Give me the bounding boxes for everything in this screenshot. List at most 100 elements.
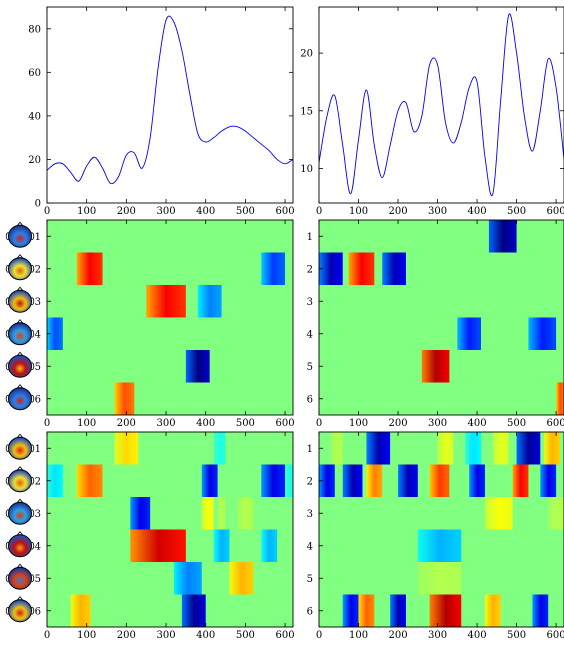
x-tick-label: 300 xyxy=(156,630,175,641)
series-line xyxy=(319,13,564,197)
x-tick-label: 600 xyxy=(547,206,564,217)
heatmap-cell xyxy=(76,464,103,497)
y-tick-label: 4 xyxy=(35,329,41,340)
x-tick-label: 500 xyxy=(507,630,526,641)
heatmap-cell xyxy=(437,432,454,465)
y-tick-label: 80 xyxy=(28,24,41,35)
y-tick-label: 5 xyxy=(307,574,313,585)
x-tick-label: 300 xyxy=(428,418,447,429)
x-tick-label: 500 xyxy=(236,630,255,641)
scalp-map-8-icon xyxy=(5,466,35,493)
panel-bottom-right: 1 2 3 4 5 6 0 100 200 300 400 500 600 xyxy=(307,431,564,641)
x-tick-label: 0 xyxy=(44,630,50,641)
heatmap-cell xyxy=(417,562,462,595)
x-tick-label: 600 xyxy=(276,418,295,429)
axes-frame xyxy=(46,219,294,416)
heatmap-cell xyxy=(70,594,91,627)
heatmap-cell xyxy=(484,497,513,530)
heatmap-cell xyxy=(465,432,482,465)
axes-frame xyxy=(318,219,564,416)
heatmap-cell xyxy=(261,464,286,497)
heatmap-cell xyxy=(532,594,549,627)
x-tick-label: 0 xyxy=(44,418,50,429)
y-tick-label: 6 xyxy=(307,606,313,617)
x-tick-label: 100 xyxy=(77,418,96,429)
heatmap-cell xyxy=(358,594,375,627)
scalp-map-9-icon xyxy=(5,498,35,525)
heatmap-cell xyxy=(445,497,458,530)
panel-middle-right: 1 2 3 4 5 6 0 100 200 300 400 500 600 xyxy=(307,219,564,429)
heatmap-cell xyxy=(261,252,286,285)
x-tick-label: 400 xyxy=(196,418,215,429)
y-tick-label: 1 xyxy=(35,232,41,243)
scalp-map-4-icon xyxy=(5,319,35,346)
panel-top-left: 0 20 40 60 80 0 100 200 300 400 500 600 xyxy=(28,6,295,217)
x-tick-label: 0 xyxy=(316,418,322,429)
scalp-map-2-icon xyxy=(5,254,35,281)
y-tick-label: 6 xyxy=(35,606,41,617)
heatmap-cell xyxy=(102,497,119,530)
heatmap-cell xyxy=(366,432,391,465)
x-tick-label: 200 xyxy=(117,630,136,641)
scalp-map-5-icon xyxy=(5,351,35,378)
heatmap-cell xyxy=(181,594,206,627)
y-tick-label: 60 xyxy=(28,68,41,79)
axes-frame xyxy=(46,431,294,628)
heatmap-cell xyxy=(398,464,418,497)
heatmap-cell xyxy=(512,464,529,497)
x-tick-label: 300 xyxy=(428,206,447,217)
heatmap-cell xyxy=(421,350,450,383)
x-tick-label: 500 xyxy=(236,418,255,429)
heatmap-cell xyxy=(319,464,335,497)
heatmap-cell xyxy=(58,497,71,530)
panel-bottom-left: 1 2 3 4 5 6 0 100 200 300 400 500 600 xyxy=(35,431,295,641)
scalp-map-3-icon xyxy=(5,286,35,313)
x-tick-label: 100 xyxy=(349,418,368,429)
heatmap-cell xyxy=(544,432,561,465)
heatmap-cell xyxy=(556,382,564,415)
axes-frame xyxy=(46,6,294,204)
heatmap-cell xyxy=(114,432,139,465)
heatmap-cell xyxy=(358,497,375,530)
heatmap-cell xyxy=(330,432,343,465)
heatmap-cell xyxy=(382,252,406,285)
x-tick-label: 100 xyxy=(349,206,368,217)
heatmap-cell xyxy=(146,285,186,318)
y-tick-label: 5 xyxy=(35,362,41,373)
heatmap-cell xyxy=(516,432,541,465)
x-tick-label: 200 xyxy=(117,418,136,429)
heatmap-cell xyxy=(217,497,226,530)
heatmap-cell xyxy=(47,317,63,350)
y-tick-label: 4 xyxy=(307,541,313,552)
heatmap-cell xyxy=(469,464,485,497)
heatmap-cell xyxy=(130,497,151,530)
y-tick-label: 4 xyxy=(307,329,313,340)
scalp-map-1-icon xyxy=(5,221,35,248)
heatmap-cell xyxy=(173,562,202,595)
heatmap-cell xyxy=(366,464,383,497)
scalp-map-12-icon xyxy=(5,596,35,623)
heatmap-cell xyxy=(185,350,210,383)
heatmap-cell xyxy=(261,529,278,562)
x-tick-label: 400 xyxy=(196,206,215,217)
heatmap-cell xyxy=(488,220,517,253)
y-tick-label: 2 xyxy=(307,264,313,275)
heatmap-cell xyxy=(417,529,462,562)
heatmap-cell xyxy=(319,252,343,285)
y-tick-label: 20 xyxy=(300,49,313,60)
x-tick-label: 400 xyxy=(468,206,487,217)
y-tick-label: 1 xyxy=(35,444,41,455)
x-tick-label: 200 xyxy=(388,206,407,217)
heatmap-cell xyxy=(47,464,63,497)
heatmap-cell xyxy=(348,252,375,285)
y-tick-label: 2 xyxy=(35,476,41,487)
y-tick-label: 3 xyxy=(35,297,41,308)
x-tick-label: 400 xyxy=(196,630,215,641)
heatmap-background xyxy=(319,220,564,415)
heatmap-cell xyxy=(492,432,509,465)
y-tick-label: 4 xyxy=(35,541,41,552)
heatmap-cell xyxy=(201,464,218,497)
y-tick-label: 15 xyxy=(300,106,313,117)
